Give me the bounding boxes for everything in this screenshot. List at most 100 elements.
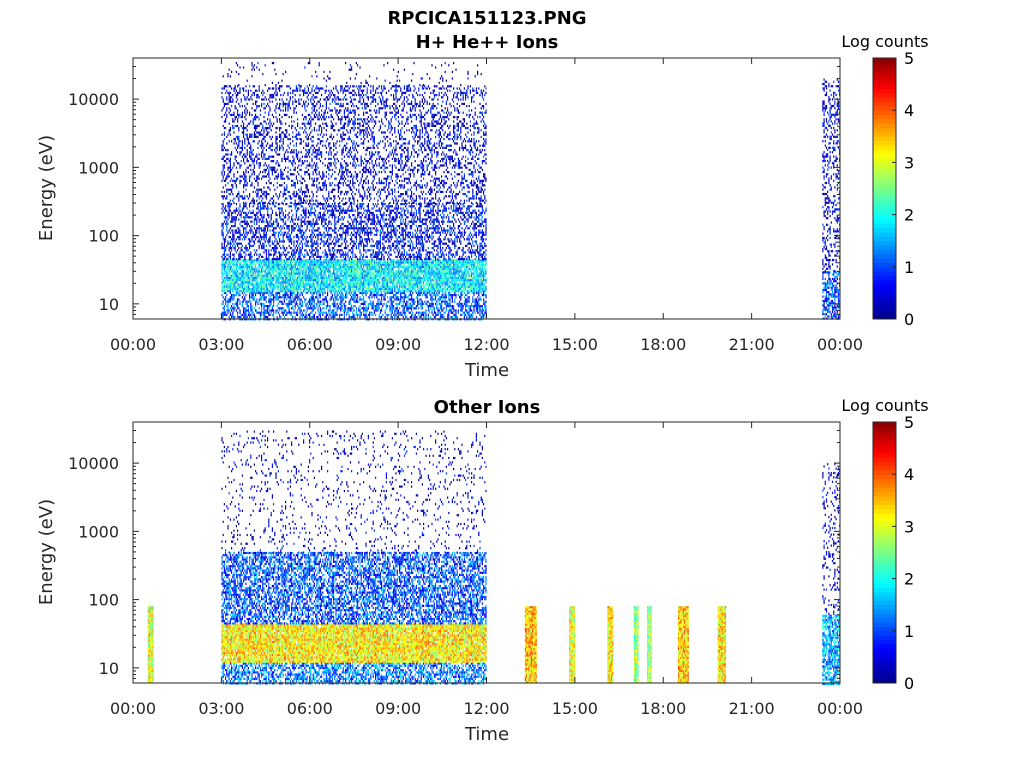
spectrogram-cell (409, 294, 410, 296)
spectrogram-cell (299, 298, 300, 300)
spectrogram-cell (289, 305, 290, 307)
spectrogram-cell (349, 316, 350, 318)
spectrogram-cell (332, 314, 333, 316)
spectrogram-cell (249, 316, 250, 318)
spectrogram-cell (418, 303, 419, 305)
spectrogram-cell (445, 301, 446, 303)
spectrogram-cell (352, 312, 353, 314)
spectrogram-cell (259, 312, 260, 314)
spectrogram-cell (430, 298, 431, 300)
spectrogram-cell (323, 303, 324, 305)
spectrogram-cell (284, 298, 285, 300)
spectrogram-cell (379, 314, 380, 316)
spectrogram-cell (307, 292, 308, 294)
spectrogram-cell (405, 316, 406, 318)
spectrogram-cell (305, 298, 306, 300)
spectrogram-cell (430, 305, 431, 307)
spectrogram-cell (243, 298, 244, 300)
spectrogram-cell (437, 309, 438, 311)
spectrogram-cell (250, 301, 251, 303)
spectrogram-cell (223, 316, 224, 318)
spectrogram-cell (437, 312, 438, 314)
spectrogram-cell (307, 316, 308, 318)
spectrogram-cell (242, 301, 243, 303)
spectrogram-cell (358, 314, 359, 316)
spectrogram-cell (439, 303, 440, 305)
spectrogram-cell (239, 312, 240, 314)
spectrogram-cell (400, 301, 401, 303)
spectrogram-cell (307, 309, 308, 311)
spectrogram-cell (273, 316, 274, 318)
spectrogram-cell (269, 296, 270, 298)
spectrogram-cell (410, 294, 411, 296)
spectrogram-cell (316, 305, 317, 307)
spectrogram-cell (443, 301, 444, 303)
spectrogram-cell (247, 309, 248, 311)
spectrogram-cell (333, 312, 334, 314)
spectrogram-cell (381, 309, 382, 311)
spectrogram-cell (335, 296, 336, 298)
spectrogram-cell (231, 305, 232, 307)
spectrogram-cell (369, 303, 370, 305)
spectrogram-cell (347, 307, 348, 309)
spectrogram-cell (411, 314, 412, 316)
spectrogram-cell (347, 309, 348, 311)
spectrogram-cell (386, 305, 387, 307)
spectrogram-cell (262, 296, 263, 298)
spectrogram-cell (416, 296, 417, 298)
spectrogram-cell (292, 316, 293, 318)
spectrogram-cell (277, 296, 278, 298)
spectrogram-cell (346, 314, 347, 316)
spectrogram-cell (331, 296, 332, 298)
spectrogram-cell (233, 316, 234, 318)
spectrogram-cell (410, 316, 411, 318)
spectrogram-cell (411, 305, 412, 307)
spectrogram-cell (351, 296, 352, 298)
spectrogram-cell (273, 314, 274, 316)
spectrogram-cell (327, 303, 328, 305)
spectrogram-cell (375, 305, 376, 307)
spectrogram-cell (287, 296, 288, 298)
spectrogram-cell (358, 307, 359, 309)
spectrogram-cell (412, 314, 413, 316)
spectrogram-cell (269, 303, 270, 305)
spectrogram-cell (332, 312, 333, 314)
spectrogram-cell (356, 314, 357, 316)
spectrogram-cell (363, 305, 364, 307)
spectrogram-cell (275, 312, 276, 314)
spectrogram-cell (446, 294, 447, 296)
spectrogram-cell (397, 312, 398, 314)
spectrogram-cell (299, 309, 300, 311)
spectrogram-cell (333, 303, 334, 305)
spectrogram-cell (411, 298, 412, 300)
spectrogram-cell (419, 312, 420, 314)
spectrogram-cell (230, 298, 231, 300)
spectrogram-cell (314, 305, 315, 307)
spectrogram-cell (413, 303, 414, 305)
spectrogram-cell (369, 296, 370, 298)
spectrogram-cell (250, 303, 251, 305)
spectrogram-cell (429, 309, 430, 311)
spectrogram-cell (381, 316, 382, 318)
spectrogram-cell (419, 294, 420, 296)
spectrogram-cell (381, 296, 382, 298)
spectrogram-cell (271, 309, 272, 311)
spectrogram-cell (317, 307, 318, 309)
spectrogram-cell (237, 314, 238, 316)
spectrogram-cell (223, 312, 224, 314)
spectrogram-cell (379, 307, 380, 309)
spectrogram-cell (421, 312, 422, 314)
spectrogram-cell (367, 307, 368, 309)
spectrogram-cell (242, 314, 243, 316)
spectrogram-cell (433, 314, 434, 316)
spectrogram-cell (245, 314, 246, 316)
spectrogram-cell (337, 314, 338, 316)
spectrogram-cell (313, 301, 314, 303)
spectrogram-cell (249, 294, 250, 296)
spectrogram-cell (293, 312, 294, 314)
spectrogram-cell (440, 303, 441, 305)
spectrogram-cell (337, 309, 338, 311)
spectrogram-cell (417, 305, 418, 307)
spectrogram-cell (340, 303, 341, 305)
spectrogram-cell (380, 294, 381, 296)
